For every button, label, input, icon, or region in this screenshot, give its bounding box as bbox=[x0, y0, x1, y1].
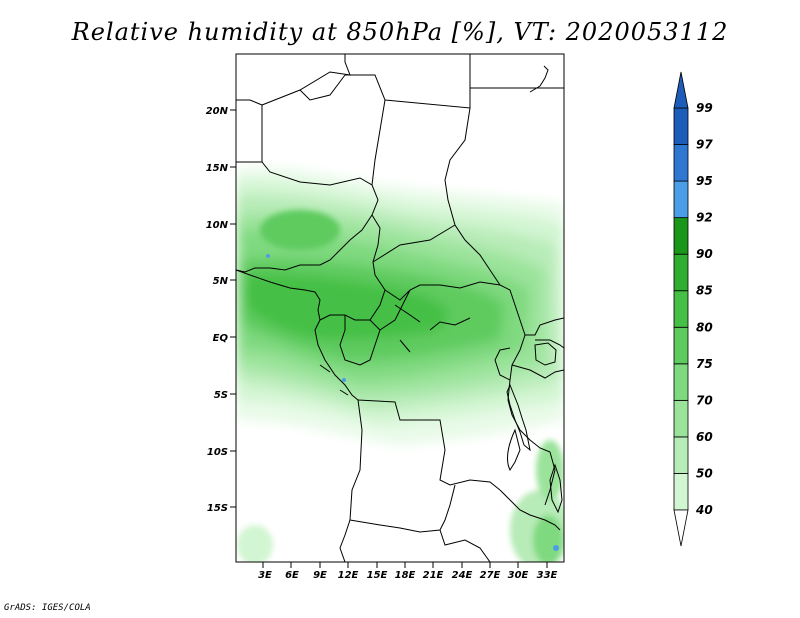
colorbar-label: 80 bbox=[696, 320, 713, 334]
colorbar-segment bbox=[673, 144, 689, 182]
colorbar-segment bbox=[673, 399, 689, 438]
rh-north-patch bbox=[260, 210, 340, 250]
border-line bbox=[261, 54, 351, 106]
map-frame bbox=[235, 53, 565, 563]
coast-line bbox=[529, 65, 549, 93]
lon-labels: 3E 6E 9E 12E 15E 18E 21E 24E 27E 30E 33E bbox=[258, 570, 557, 581]
lon-label: 21E bbox=[423, 570, 444, 581]
colorbar-segment bbox=[673, 217, 689, 255]
lon-label: 33E bbox=[537, 570, 558, 581]
lat-label: 15N bbox=[206, 163, 229, 174]
rh-85-area bbox=[245, 274, 450, 340]
border-line bbox=[384, 281, 501, 301]
colorbar-label: 97 bbox=[696, 138, 713, 152]
lat-label: 10S bbox=[207, 447, 228, 458]
colorbar-segment bbox=[673, 290, 689, 328]
coast-line bbox=[236, 269, 321, 321]
colorbar-min-arrow bbox=[673, 509, 689, 547]
border-line bbox=[339, 399, 363, 562]
border-line bbox=[236, 99, 263, 162]
border-line bbox=[499, 489, 561, 531]
border-line bbox=[345, 74, 386, 186]
colorbar-label: 60 bbox=[696, 430, 713, 444]
humidity-field bbox=[236, 167, 564, 562]
border-line bbox=[372, 224, 456, 263]
colorbar-label: 50 bbox=[696, 466, 713, 480]
lon-label: 12E bbox=[338, 570, 359, 581]
border-line bbox=[507, 289, 526, 431]
lon-label: 6E bbox=[285, 570, 299, 581]
rh-max-spot bbox=[342, 378, 346, 382]
colorbar-label: 75 bbox=[696, 357, 713, 371]
lon-label: 9E bbox=[313, 570, 327, 581]
lon-label: 18E bbox=[395, 570, 416, 581]
colorbar: 40 50 60 70 75 80 85 90 92 95 97 99 bbox=[673, 71, 713, 547]
lat-labels: 20N 15N 10N 5N EQ 5S 10S 15S bbox=[206, 106, 229, 514]
lat-label: 10N bbox=[206, 220, 229, 231]
border-line bbox=[535, 339, 564, 349]
colorbar-label: 90 bbox=[696, 247, 713, 261]
colorbar-segment bbox=[673, 107, 689, 145]
colorbar-segment bbox=[673, 326, 689, 365]
lake-line bbox=[534, 342, 557, 366]
border-line bbox=[319, 214, 386, 321]
colorbar-label: 92 bbox=[696, 211, 713, 225]
rh-south-patch bbox=[533, 515, 563, 562]
colorbar-segment bbox=[673, 180, 689, 219]
border-line bbox=[511, 364, 564, 379]
rh-east-patch bbox=[536, 440, 564, 500]
colorbar-segment bbox=[673, 473, 689, 511]
rh-max-spot bbox=[266, 254, 270, 258]
lon-label: 30E bbox=[508, 570, 529, 581]
colorbar-label: 40 bbox=[695, 503, 713, 517]
lake-line bbox=[549, 463, 563, 514]
lon-label: 27E bbox=[480, 570, 501, 581]
lat-label: 5S bbox=[214, 390, 228, 401]
colorbar-max-arrow bbox=[673, 71, 689, 109]
border-line bbox=[314, 319, 359, 401]
border-line bbox=[339, 315, 381, 366]
river-line bbox=[319, 304, 471, 396]
border-line bbox=[379, 289, 411, 331]
lon-label: 24E bbox=[452, 570, 473, 581]
border-line bbox=[525, 317, 564, 336]
rh-sw-patch bbox=[237, 525, 273, 562]
colorbar-label: 85 bbox=[696, 284, 713, 298]
border-line bbox=[236, 161, 379, 273]
border-line bbox=[349, 484, 456, 533]
lon-label: 15E bbox=[367, 570, 388, 581]
colorbar-label: 99 bbox=[696, 101, 713, 115]
colorbar-label: 95 bbox=[696, 174, 713, 188]
border-line bbox=[384, 54, 471, 109]
border-line bbox=[357, 399, 501, 491]
colorbar-segment bbox=[673, 253, 689, 292]
border-line bbox=[299, 74, 346, 101]
chart-title: Relative humidity at 850hPa [%], VT: 202… bbox=[71, 18, 729, 46]
lat-label: 20N bbox=[206, 106, 229, 117]
lat-label: 15S bbox=[207, 503, 228, 514]
country-borders bbox=[236, 54, 564, 562]
colorbar-segment bbox=[673, 363, 689, 401]
rh-max-spot bbox=[553, 545, 559, 551]
border-line bbox=[519, 429, 556, 506]
axis-ticks bbox=[230, 109, 548, 568]
lake-line bbox=[507, 428, 521, 472]
credit-text: GrADS: IGES/COLA bbox=[4, 603, 91, 613]
colorbar-label: 70 bbox=[696, 393, 713, 407]
lat-label: 5N bbox=[213, 276, 229, 287]
border-line bbox=[439, 529, 491, 562]
lat-label: EQ bbox=[213, 333, 229, 344]
colorbar-segment bbox=[673, 436, 689, 474]
lake-line bbox=[506, 383, 531, 452]
border-line bbox=[494, 347, 511, 381]
lon-label: 3E bbox=[258, 570, 272, 581]
